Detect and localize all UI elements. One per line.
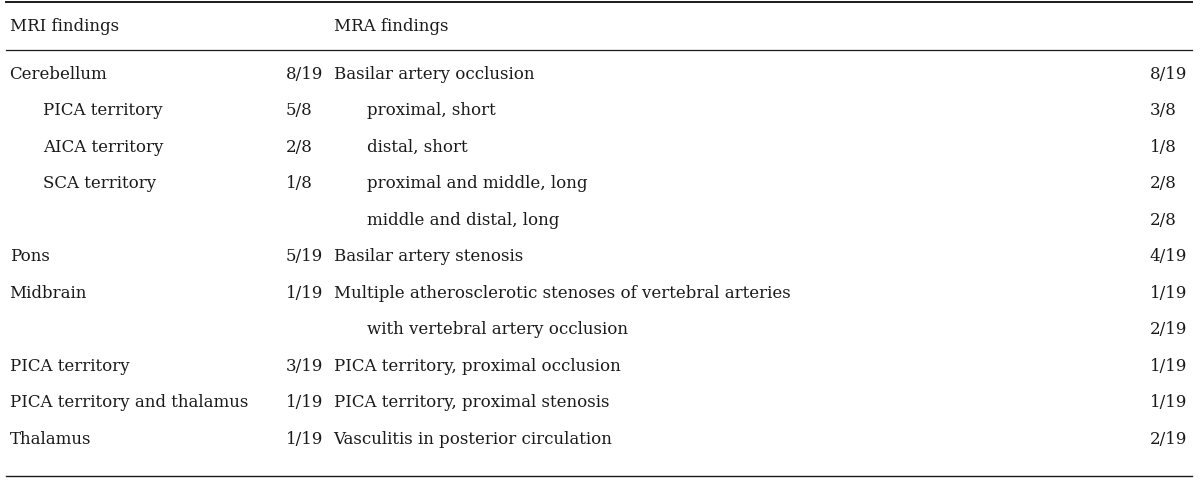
Text: Multiple atherosclerotic stenoses of vertebral arteries: Multiple atherosclerotic stenoses of ver… <box>334 285 791 302</box>
Text: distal, short: distal, short <box>367 139 468 156</box>
Text: middle and distal, long: middle and distal, long <box>367 212 559 229</box>
Text: 8/19: 8/19 <box>1150 66 1187 83</box>
Text: 5/8: 5/8 <box>286 102 312 120</box>
Text: Cerebellum: Cerebellum <box>10 66 107 83</box>
Text: PICA territory: PICA territory <box>10 358 130 375</box>
Text: Vasculitis in posterior circulation: Vasculitis in posterior circulation <box>334 431 612 448</box>
Text: 3/19: 3/19 <box>286 358 323 375</box>
Text: Basilar artery occlusion: Basilar artery occlusion <box>334 66 534 83</box>
Text: 2/8: 2/8 <box>1150 175 1176 192</box>
Text: Thalamus: Thalamus <box>10 431 91 448</box>
Text: 1/19: 1/19 <box>286 394 323 411</box>
Text: 1/19: 1/19 <box>1150 394 1187 411</box>
Text: 4/19: 4/19 <box>1150 248 1187 265</box>
Text: MRI findings: MRI findings <box>10 18 119 35</box>
Text: 2/19: 2/19 <box>1150 431 1187 448</box>
Text: 2/19: 2/19 <box>1150 321 1187 338</box>
Text: proximal, short: proximal, short <box>367 102 496 120</box>
Text: proximal and middle, long: proximal and middle, long <box>367 175 588 192</box>
Text: AICA territory: AICA territory <box>43 139 163 156</box>
Text: 5/19: 5/19 <box>286 248 323 265</box>
Text: PICA territory, proximal occlusion: PICA territory, proximal occlusion <box>334 358 620 375</box>
Text: SCA territory: SCA territory <box>43 175 156 192</box>
Text: 3/8: 3/8 <box>1150 102 1176 120</box>
Text: PICA territory: PICA territory <box>43 102 163 120</box>
Text: MRA findings: MRA findings <box>334 18 448 35</box>
Text: 1/19: 1/19 <box>286 285 323 302</box>
Text: 1/8: 1/8 <box>1150 139 1176 156</box>
Text: 1/19: 1/19 <box>1150 358 1187 375</box>
Text: Midbrain: Midbrain <box>10 285 86 302</box>
Text: 2/8: 2/8 <box>286 139 312 156</box>
Text: Pons: Pons <box>10 248 49 265</box>
Text: PICA territory and thalamus: PICA territory and thalamus <box>10 394 248 411</box>
Text: 1/19: 1/19 <box>1150 285 1187 302</box>
Text: 8/19: 8/19 <box>286 66 323 83</box>
Text: with vertebral artery occlusion: with vertebral artery occlusion <box>367 321 629 338</box>
Text: 1/8: 1/8 <box>286 175 312 192</box>
Text: Basilar artery stenosis: Basilar artery stenosis <box>334 248 523 265</box>
Text: 1/19: 1/19 <box>286 431 323 448</box>
Text: PICA territory, proximal stenosis: PICA territory, proximal stenosis <box>334 394 610 411</box>
Text: 2/8: 2/8 <box>1150 212 1176 229</box>
